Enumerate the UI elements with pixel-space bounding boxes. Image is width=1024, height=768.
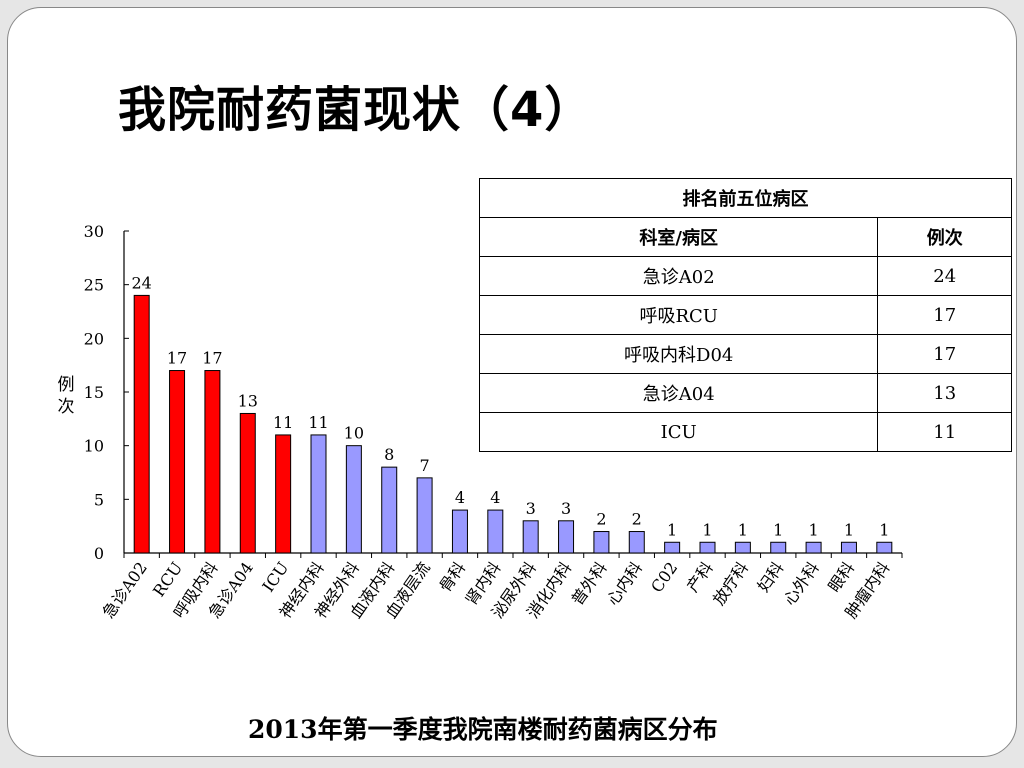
data-label: 1: [844, 520, 854, 539]
x-tick-label: 放疗科: [709, 558, 752, 608]
table-row: 急诊A04 13: [478, 373, 1012, 413]
bar: [734, 541, 751, 554]
data-label: 13: [238, 391, 258, 410]
y-tick-label: 25: [84, 276, 104, 295]
data-label: 11: [308, 413, 328, 432]
data-label: 1: [879, 520, 889, 539]
page-title: 我院耐药菌现状（4）: [118, 82, 594, 138]
bar: [345, 445, 362, 554]
bar: [416, 477, 433, 554]
bar: [558, 520, 575, 554]
top5-table: 排名前五位病区 科室/病区 例次 急诊A02 24 呼吸RCU 17 呼吸内科D…: [478, 178, 1012, 452]
data-label: 1: [667, 520, 677, 539]
bar: [204, 370, 221, 554]
table-row: 呼吸内科D04 17: [478, 334, 1012, 374]
bar: [310, 434, 327, 554]
table-header-dept: 科室/病区: [478, 217, 879, 257]
bar: [381, 466, 398, 554]
table-cell-dept: 急诊A04: [478, 373, 879, 413]
y-tick-label: 15: [84, 383, 104, 402]
table-row: 呼吸RCU 17: [478, 295, 1012, 335]
data-label: 2: [596, 510, 606, 529]
y-tick-label: 10: [84, 437, 104, 456]
bar: [522, 520, 539, 554]
table-cell-dept: 急诊A02: [478, 256, 879, 296]
x-tick-label: 心内科: [603, 558, 646, 608]
data-label: 1: [808, 520, 818, 539]
bar: [275, 434, 292, 554]
y-tick-label: 30: [84, 222, 104, 241]
table-row: ICU 11: [478, 412, 1012, 452]
y-axis-label: 例次: [57, 375, 75, 417]
data-label: 8: [384, 445, 394, 464]
bar: [487, 509, 504, 554]
table-cell-count: 24: [877, 256, 1012, 296]
data-label: 11: [273, 413, 293, 432]
data-label: 10: [344, 424, 364, 443]
y-tick-label: 5: [94, 490, 104, 509]
bar: [593, 531, 610, 554]
table-header-count: 例次: [877, 217, 1012, 257]
data-label: 4: [490, 488, 500, 507]
x-tick-label: 眼科: [824, 558, 858, 595]
data-label: 24: [132, 273, 152, 292]
x-tick-label: 骨科: [435, 558, 469, 595]
data-label: 1: [738, 520, 748, 539]
data-label: 3: [526, 499, 536, 518]
data-label: 2: [632, 510, 642, 529]
table-cell-dept: 呼吸内科D04: [478, 334, 879, 374]
table-cell-dept: ICU: [478, 412, 879, 452]
bar: [876, 541, 893, 554]
bar: [805, 541, 822, 554]
x-tick-label: 心外科: [780, 558, 823, 608]
bar: [133, 294, 150, 554]
data-label: 17: [202, 349, 222, 368]
y-tick-label: 20: [84, 329, 104, 348]
table-cell-count: 17: [877, 295, 1012, 335]
bar: [628, 531, 645, 554]
table-cell-count: 11: [877, 412, 1012, 452]
y-tick-label: 0: [94, 544, 104, 563]
bar: [169, 370, 186, 554]
slide: 我院耐药菌现状（4） 排名前五位病区 科室/病区 例次 急诊A02 24 呼吸R…: [7, 7, 1017, 757]
bar: [699, 541, 716, 554]
x-tick-label: 急诊A02: [99, 558, 151, 621]
x-tick-label: 妇科: [754, 558, 788, 595]
bar: [840, 541, 857, 554]
data-label: 1: [773, 520, 783, 539]
data-label: 1: [702, 520, 712, 539]
x-tick-label: 普外科: [568, 558, 611, 608]
data-label: 4: [455, 488, 465, 507]
table-row: 急诊A02 24: [478, 256, 1012, 296]
bar: [451, 509, 468, 554]
x-tick-label: ICU: [258, 558, 292, 595]
bar: [239, 412, 256, 554]
data-label: 3: [561, 499, 571, 518]
x-tick-label: C02: [647, 558, 681, 596]
chart-caption: 2013年第一季度我院南楼耐药菌病区分布: [248, 715, 718, 744]
bar: [664, 541, 681, 554]
bar: [770, 541, 787, 554]
data-label: 17: [167, 349, 187, 368]
x-tick-label: 产科: [683, 558, 717, 595]
data-label: 7: [419, 456, 429, 475]
